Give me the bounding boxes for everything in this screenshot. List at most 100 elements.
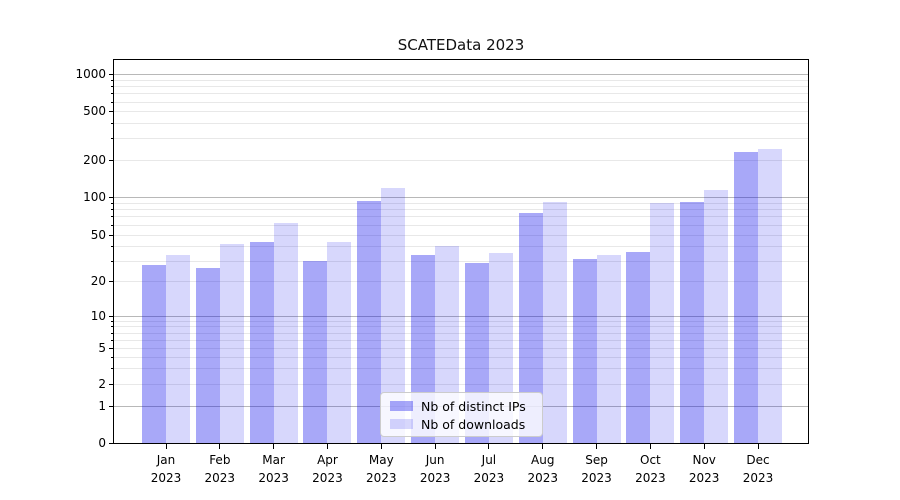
legend-label: Nb of downloads — [421, 416, 526, 432]
bar-distinct-ips — [303, 261, 328, 443]
gridline-minor — [114, 111, 808, 113]
x-tick-label-year: 2023 — [688, 471, 720, 485]
x-tick-label-month: Sep — [585, 453, 608, 467]
x-tick-mark — [380, 444, 382, 449]
y-minor-tick-mark — [110, 320, 113, 322]
x-tick-label: Aug 2023 — [513, 451, 573, 487]
y-tick-label: 100 — [83, 189, 106, 204]
x-tick-label: Oct 2023 — [620, 451, 680, 487]
x-tick-label-year: 2023 — [742, 471, 774, 485]
y-tick-label: 50 — [90, 227, 106, 242]
gridline-minor — [114, 321, 808, 322]
x-tick-label: Apr 2023 — [297, 451, 357, 487]
y-minor-tick-mark — [110, 339, 113, 341]
x-tick-label: Jun 2023 — [405, 451, 465, 487]
x-tick-label-month: Oct — [640, 453, 661, 467]
bar-downloads — [650, 203, 675, 443]
x-tick-label-year: 2023 — [527, 471, 558, 485]
gridline-minor — [114, 159, 808, 161]
legend-item: Nb of distinct IPs — [390, 398, 533, 414]
chart-title: SCATEData 2023 — [397, 36, 525, 54]
gridline-minor — [114, 224, 808, 226]
bar-downloads — [273, 223, 298, 443]
y-minor-tick-mark — [110, 123, 113, 125]
bar-downloads — [166, 254, 190, 443]
y-tick-label: 20 — [90, 274, 106, 289]
gridline-major — [114, 74, 808, 76]
bar-distinct-ips — [142, 264, 166, 443]
x-tick-label-year: 2023 — [312, 471, 343, 485]
plot-area — [113, 59, 809, 444]
x-tick-label-year: 2023 — [258, 471, 289, 485]
y-tick-mark — [109, 234, 113, 236]
bar-downloads — [542, 201, 567, 443]
y-minor-tick-mark — [110, 208, 113, 210]
bar-downloads — [758, 148, 783, 443]
y-tick-mark — [109, 159, 113, 161]
gridline-minor — [114, 245, 808, 247]
x-tick-label: Sep 2023 — [567, 451, 627, 487]
y-tick-mark — [109, 316, 113, 318]
x-tick-label-month: Jun — [425, 453, 445, 467]
x-tick-label-month: Mar — [262, 453, 285, 467]
y-tick-mark — [109, 383, 113, 385]
x-tick-mark — [703, 444, 705, 449]
y-minor-tick-mark — [110, 367, 113, 369]
y-tick-label: 5 — [98, 340, 106, 355]
y-minor-tick-mark — [110, 216, 113, 218]
bar-downloads — [596, 254, 621, 443]
gridline-minor — [114, 332, 808, 334]
y-minor-tick-mark — [110, 101, 113, 103]
y-tick-label: 200 — [83, 152, 106, 167]
y-tick-mark — [109, 347, 113, 349]
x-tick-label-year: 2023 — [419, 471, 451, 485]
bar-distinct-ips — [572, 259, 597, 443]
x-tick-mark — [326, 444, 328, 449]
gridline-major — [114, 196, 808, 198]
x-tick-label-month: Nov — [692, 453, 716, 467]
gridline-minor — [114, 281, 808, 283]
gridline-minor — [114, 367, 808, 369]
y-minor-tick-mark — [110, 245, 113, 247]
legend-item: Nb of downloads — [390, 416, 533, 432]
x-tick-label-month: Jul — [481, 453, 497, 467]
x-tick-mark — [488, 444, 490, 449]
x-tick-mark — [434, 444, 436, 449]
bar-distinct-ips — [680, 201, 705, 443]
x-tick-mark — [273, 444, 275, 449]
y-tick-label: 0 — [98, 435, 106, 450]
bar-distinct-ips — [626, 251, 651, 443]
x-tick-label-year: 2023 — [365, 471, 397, 485]
gridline-minor — [114, 202, 808, 204]
x-tick-label-month: Jan — [156, 453, 176, 467]
legend-label: Nb of distinct IPs — [421, 398, 526, 414]
gridline-minor — [114, 138, 808, 140]
x-tick-label-month: Feb — [209, 453, 231, 467]
y-minor-tick-mark — [110, 86, 113, 88]
y-tick-mark — [109, 442, 113, 444]
gridline-minor — [114, 326, 808, 328]
bar-downloads — [219, 243, 244, 443]
gridline-minor — [114, 80, 808, 82]
gridline-minor — [114, 260, 808, 262]
x-tick-label-month: Aug — [531, 453, 555, 467]
y-tick-label: 2 — [98, 376, 106, 391]
gridline-major — [114, 316, 808, 318]
x-tick-label-year: 2023 — [150, 471, 182, 485]
x-tick-label: May 2023 — [351, 451, 411, 487]
y-minor-tick-mark — [110, 93, 113, 95]
x-tick-label: Feb 2023 — [190, 451, 250, 487]
gridline-minor — [114, 93, 808, 95]
y-minor-tick-mark — [110, 202, 113, 204]
x-tick-label-month: May — [368, 453, 394, 467]
y-tick-mark — [109, 281, 113, 283]
x-tick-label-year: 2023 — [581, 471, 612, 485]
x-tick-label-year: 2023 — [473, 471, 505, 485]
x-tick-mark — [542, 444, 544, 449]
x-tick-mark — [757, 444, 759, 449]
y-minor-tick-mark — [110, 224, 113, 226]
gridline-minor — [114, 234, 808, 236]
x-tick-mark — [649, 444, 651, 449]
y-tick-label: 10 — [90, 309, 106, 324]
